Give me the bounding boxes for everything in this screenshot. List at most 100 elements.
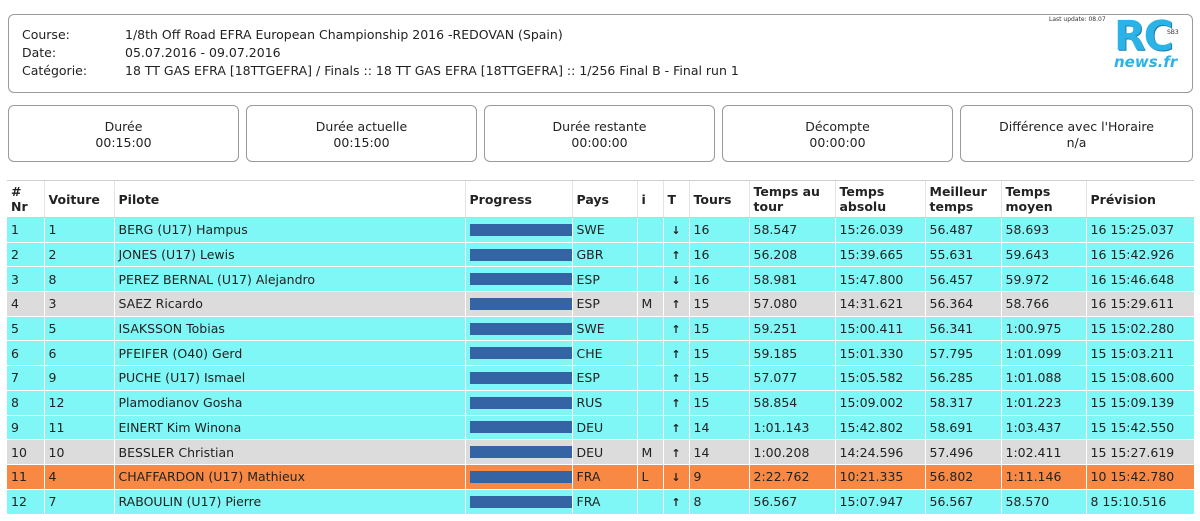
cell-voiture: 12 — [43, 389, 114, 415]
progress-bar — [469, 322, 572, 335]
cell-i — [636, 217, 663, 243]
table-row[interactable]: 4 3 SAEZ Ricardo ESP M ↑ 15 57.080 14:31.621 56.3… — [7, 291, 1194, 317]
cell-meilleur-temps: 58.317 — [924, 389, 1001, 415]
cell-prevision: 8 15:10.516 — [1085, 488, 1194, 514]
table-row[interactable]: 7 9 PUCHE (U17) Ismael ESP ↑ 15 57.077 15:05.58… — [7, 365, 1194, 391]
cell-progress — [464, 414, 572, 440]
col-t[interactable]: T — [662, 180, 689, 218]
cell-voiture: 4 — [43, 463, 114, 490]
cell-pilote: PFEIFER (O40) Gerd — [113, 340, 465, 366]
cell-temps-moyen: 1:01.088 — [1000, 365, 1086, 391]
cell-meilleur-temps: 58.691 — [924, 414, 1001, 440]
cell-tours: 16 — [688, 266, 749, 292]
cell-nr: 11 — [7, 463, 44, 490]
cell-voiture: 9 — [43, 365, 114, 391]
col-temps-moyen[interactable]: Temps moyen — [1000, 180, 1086, 218]
cell-pilote: CHAFFARDON (U17) Mathieux — [113, 463, 465, 490]
cell-prevision: 15 15:03.211 — [1085, 340, 1194, 366]
cell-pays: SWE — [571, 315, 637, 341]
table-row[interactable]: 3 8 PEREZ BERNAL (U17) Alejandro ESP ↓ 16 58.9… — [7, 266, 1194, 292]
progress-bar — [469, 347, 572, 360]
cell-temps-tour: 57.077 — [748, 365, 835, 391]
cell-voiture: 6 — [43, 340, 114, 366]
cell-pilote: EINERT Kim Winona — [113, 414, 465, 440]
cell-i — [636, 389, 663, 415]
results-table: # Nr Voiture Pilote Progress Pays i T To… — [7, 180, 1194, 514]
cell-temps-tour: 56.567 — [748, 488, 835, 514]
col-prevision[interactable]: Prévision — [1085, 180, 1194, 218]
cell-temps-absolu: 15:07.947 — [834, 488, 925, 514]
col-pilote[interactable]: Pilote — [113, 180, 465, 218]
cell-temps-tour: 56.208 — [748, 241, 835, 267]
cell-nr: 7 — [7, 365, 44, 391]
cell-voiture: 5 — [43, 315, 114, 341]
table-row[interactable]: 8 12 Plamodianov Gosha RUS ↑ 15 58.854 15:09.00… — [7, 389, 1194, 415]
col-tours[interactable]: Tours — [688, 180, 749, 218]
table-row[interactable]: 11 4 CHAFFARDON (U17) Mathieux FRA L ↓ 9 2:22.7… — [7, 463, 1194, 490]
cell-pilote: BERG (U17) Hampus — [113, 217, 465, 243]
stat-label: Durée restante — [552, 119, 647, 134]
cell-voiture: 7 — [43, 488, 114, 514]
date-label: Date: — [22, 45, 57, 60]
cell-prevision: 15 15:08.600 — [1085, 365, 1194, 391]
cell-tours: 16 — [688, 241, 749, 267]
progress-bar — [469, 248, 572, 261]
table-row[interactable]: 9 11 EINERT Kim Winona DEU ↑ 14 1:01.143 15:42.… — [7, 414, 1194, 440]
progress-bar — [469, 421, 572, 434]
table-row[interactable]: 1 1 BERG (U17) Hampus SWE ↓ 16 58.547 15:26.039… — [7, 217, 1194, 243]
cell-progress — [464, 389, 572, 415]
table-row[interactable]: 12 7 RABOULIN (U17) Pierre FRA ↑ 8 56.567 15:07… — [7, 488, 1194, 514]
col-voiture[interactable]: Voiture — [43, 180, 114, 218]
stat-decompte: Décompte 00:00:00 — [722, 105, 953, 162]
cell-nr: 2 — [7, 241, 44, 267]
col-nr[interactable]: # Nr — [7, 180, 44, 218]
col-temps-tour[interactable]: Temps au tour — [748, 180, 835, 218]
category-row: Catégorie: 18 TT GAS EFRA [18TTGEFRA] / F… — [22, 62, 739, 80]
cell-i: M — [636, 439, 663, 465]
cell-temps-absolu: 15:01.330 — [834, 340, 925, 366]
cell-prevision: 15 15:09.139 — [1085, 389, 1194, 415]
cell-voiture: 8 — [43, 266, 114, 292]
cell-meilleur-temps: 57.496 — [924, 439, 1001, 465]
col-pays[interactable]: Pays — [571, 180, 637, 218]
table-row[interactable]: 5 5 ISAKSSON Tobias SWE ↑ 15 59.251 15:00.411 56… — [7, 315, 1194, 341]
cell-temps-moyen: 58.766 — [1000, 291, 1086, 317]
table-row[interactable]: 10 10 BESSLER Christian DEU M ↑ 14 1:00.208 14:2… — [7, 439, 1194, 465]
cell-trend: ↑ — [662, 414, 689, 440]
col-i[interactable]: i — [636, 180, 663, 218]
cell-nr: 3 — [7, 266, 44, 292]
cell-trend: ↓ — [662, 463, 689, 490]
table-header-row: # Nr Voiture Pilote Progress Pays i T To… — [7, 180, 1194, 218]
cell-prevision: 16 15:25.037 — [1085, 217, 1194, 243]
table-row[interactable]: 2 2 JONES (U17) Lewis GBR ↑ 16 56.208 15:39.665… — [7, 241, 1194, 267]
cell-temps-absolu: 10:21.335 — [834, 463, 925, 490]
cell-tours: 15 — [688, 340, 749, 366]
rcnews-logo: RC SB3 news.fr — [1108, 14, 1193, 72]
cell-trend: ↑ — [662, 488, 689, 514]
cell-i — [636, 488, 663, 514]
col-temps-absolu[interactable]: Temps absolu — [834, 180, 925, 218]
cell-progress — [464, 241, 572, 267]
cell-i — [636, 315, 663, 341]
cell-meilleur-temps: 56.285 — [924, 365, 1001, 391]
cell-temps-tour: 2:22.762 — [748, 463, 835, 490]
cell-nr: 9 — [7, 414, 44, 440]
logo-news-text: news.fr — [1114, 53, 1178, 71]
col-meilleur-temps[interactable]: Meilleur temps — [924, 180, 1001, 218]
table-row[interactable]: 6 6 PFEIFER (O40) Gerd CHE ↑ 15 59.185 15:01.33… — [7, 340, 1194, 366]
arrow-up-icon: ↑ — [671, 249, 681, 263]
cell-nr: 5 — [7, 315, 44, 341]
category-value: 18 TT GAS EFRA [18TTGEFRA] / Finals :: 1… — [125, 63, 739, 78]
stat-value: 00:15:00 — [95, 135, 152, 150]
col-progress[interactable]: Progress — [464, 180, 572, 218]
cell-temps-moyen: 1:01.099 — [1000, 340, 1086, 366]
stat-label: Durée — [104, 119, 143, 134]
cell-temps-tour: 58.547 — [748, 217, 835, 243]
stat-duree: Durée 00:15:00 — [8, 105, 239, 162]
stat-duree-actuelle: Durée actuelle 00:15:00 — [246, 105, 477, 162]
cell-temps-moyen: 1:03.437 — [1000, 414, 1086, 440]
cell-i — [636, 340, 663, 366]
cell-pays: ESP — [571, 291, 637, 317]
cell-prevision: 16 15:42.926 — [1085, 241, 1194, 267]
progress-bar — [469, 495, 572, 508]
